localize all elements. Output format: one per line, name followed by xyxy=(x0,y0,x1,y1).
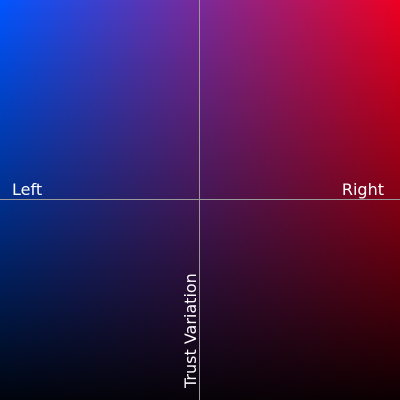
trust-variation-axis-label: Trust Variation xyxy=(181,273,200,388)
left-axis-label: Left xyxy=(12,180,43,199)
right-axis-label: Right xyxy=(341,180,384,199)
horizontal-axis xyxy=(0,199,400,200)
vertical-axis xyxy=(199,0,200,400)
